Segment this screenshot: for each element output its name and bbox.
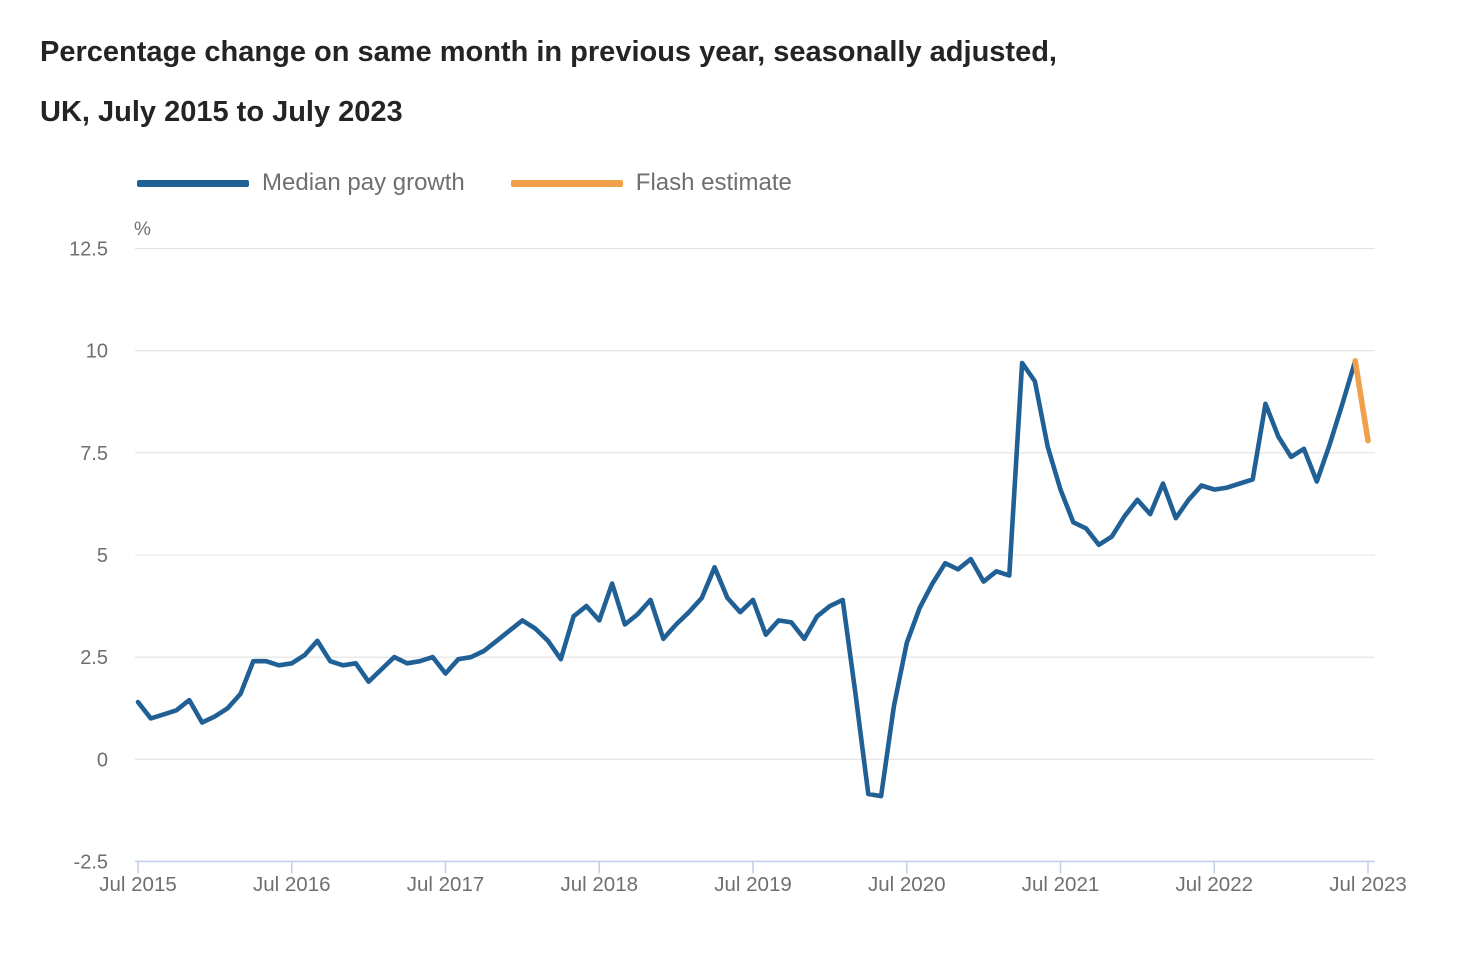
y-axis-tick-label: 0 bbox=[97, 749, 108, 771]
y-axis-unit-label: % bbox=[134, 219, 151, 240]
x-axis-tick-label: Jul 2018 bbox=[560, 873, 638, 896]
x-axis-tick-label: Jul 2023 bbox=[1329, 873, 1407, 896]
chart-title-line-2: UK, July 2015 to July 2023 bbox=[40, 96, 403, 128]
chart-title-line-1: Percentage change on same month in previ… bbox=[40, 36, 1057, 68]
y-axis-tick-label: 7.5 bbox=[80, 443, 108, 465]
x-axis-tick-label: Jul 2019 bbox=[714, 873, 792, 896]
y-axis-tick-label: 2.5 bbox=[80, 647, 108, 669]
legend-label-median-pay-growth: Median pay growth bbox=[262, 169, 465, 196]
x-axis-tick-label: Jul 2017 bbox=[407, 873, 485, 896]
legend-label-flash-estimate: Flash estimate bbox=[635, 169, 792, 196]
y-axis-tick-label: 10 bbox=[86, 341, 108, 363]
legend-item-median-pay-growth: Median pay growth bbox=[137, 169, 465, 197]
x-axis-tick-label: Jul 2016 bbox=[253, 873, 331, 896]
y-axis-tick-label: -2.5 bbox=[74, 851, 108, 873]
series-line-median-pay-growth bbox=[135, 358, 1358, 799]
chart-legend: Median pay growth Flash estimate bbox=[137, 169, 792, 197]
x-axis-tick-label: Jul 2021 bbox=[1022, 873, 1100, 896]
x-axis-tick-label: Jul 2015 bbox=[99, 873, 177, 896]
chart-title: Percentage change on same month in previ… bbox=[40, 22, 1057, 142]
series-line-flash-estimate bbox=[1352, 358, 1371, 444]
x-axis-tick-label: Jul 2020 bbox=[868, 873, 946, 896]
x-axis-tick-label: Jul 2022 bbox=[1175, 873, 1253, 896]
legend-swatch-flash-estimate-icon bbox=[510, 179, 623, 187]
legend-swatch-median-pay-growth-icon bbox=[137, 179, 249, 187]
y-axis-tick-label: 5 bbox=[97, 545, 108, 567]
legend-item-flash-estimate: Flash estimate bbox=[510, 169, 792, 197]
y-axis-tick-label: 12.5 bbox=[69, 239, 108, 261]
